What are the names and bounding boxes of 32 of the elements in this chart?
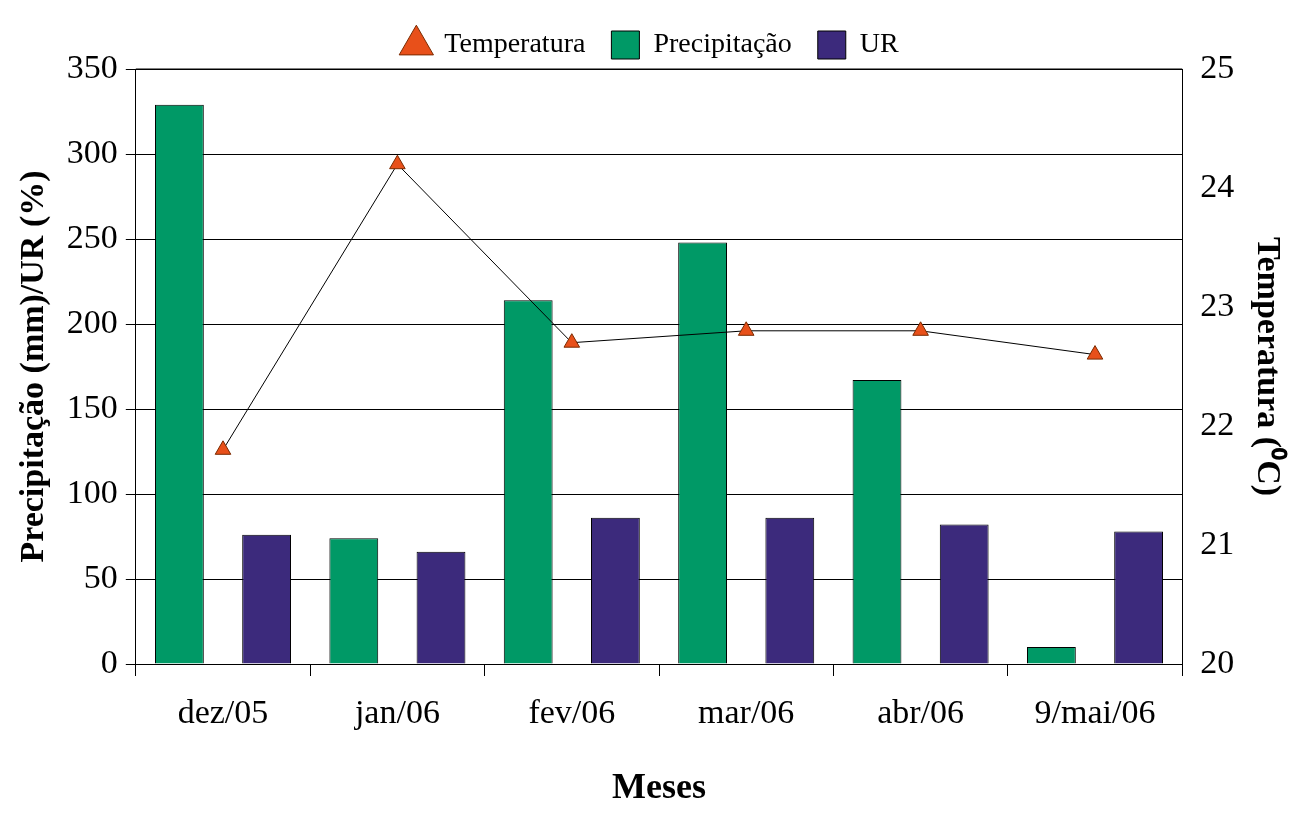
x-tick-label: dez/05 xyxy=(177,693,269,731)
y-tick-label: 50 xyxy=(83,557,118,595)
point xyxy=(563,333,581,348)
y2-axis-title: Temperatura (⁰C) xyxy=(1249,236,1288,497)
legend-label: UR xyxy=(859,27,899,59)
y-tick-label: 150 xyxy=(66,387,118,425)
y2-tick-label: 20 xyxy=(1200,642,1235,680)
x-axis-title: Meses xyxy=(612,765,706,806)
x-tick-label: jan/06 xyxy=(353,693,440,731)
y2-tick-label: 24 xyxy=(1200,166,1235,204)
y-tick-label: 350 xyxy=(66,47,118,85)
y2-tick-label: 21 xyxy=(1200,523,1235,561)
y2-tick-label: 23 xyxy=(1200,285,1235,323)
y2-tick-label: 25 xyxy=(1200,47,1235,85)
y-tick-label: 200 xyxy=(66,302,118,340)
point xyxy=(214,440,232,455)
y-tick-label: 0 xyxy=(100,642,118,680)
point xyxy=(389,154,406,170)
y-axis-title: Precipitação (mm)/UR (%) xyxy=(13,170,52,563)
point xyxy=(912,321,929,336)
point xyxy=(737,321,755,336)
x-tick-label: abr/06 xyxy=(877,693,965,731)
y-tick-label: 100 xyxy=(66,472,118,510)
y2-tick-label: 22 xyxy=(1200,404,1235,442)
x-tick-label: mar/06 xyxy=(698,693,795,731)
point xyxy=(1086,345,1104,360)
x-tick-label: fev/06 xyxy=(528,693,616,731)
x-tick-label: 9/mai/06 xyxy=(1034,693,1156,731)
y-tick-label: 300 xyxy=(66,132,118,170)
y-tick-label: 250 xyxy=(66,217,118,255)
legend-label: Temperatura xyxy=(444,27,586,59)
legend-label: Precipitação xyxy=(653,27,792,59)
